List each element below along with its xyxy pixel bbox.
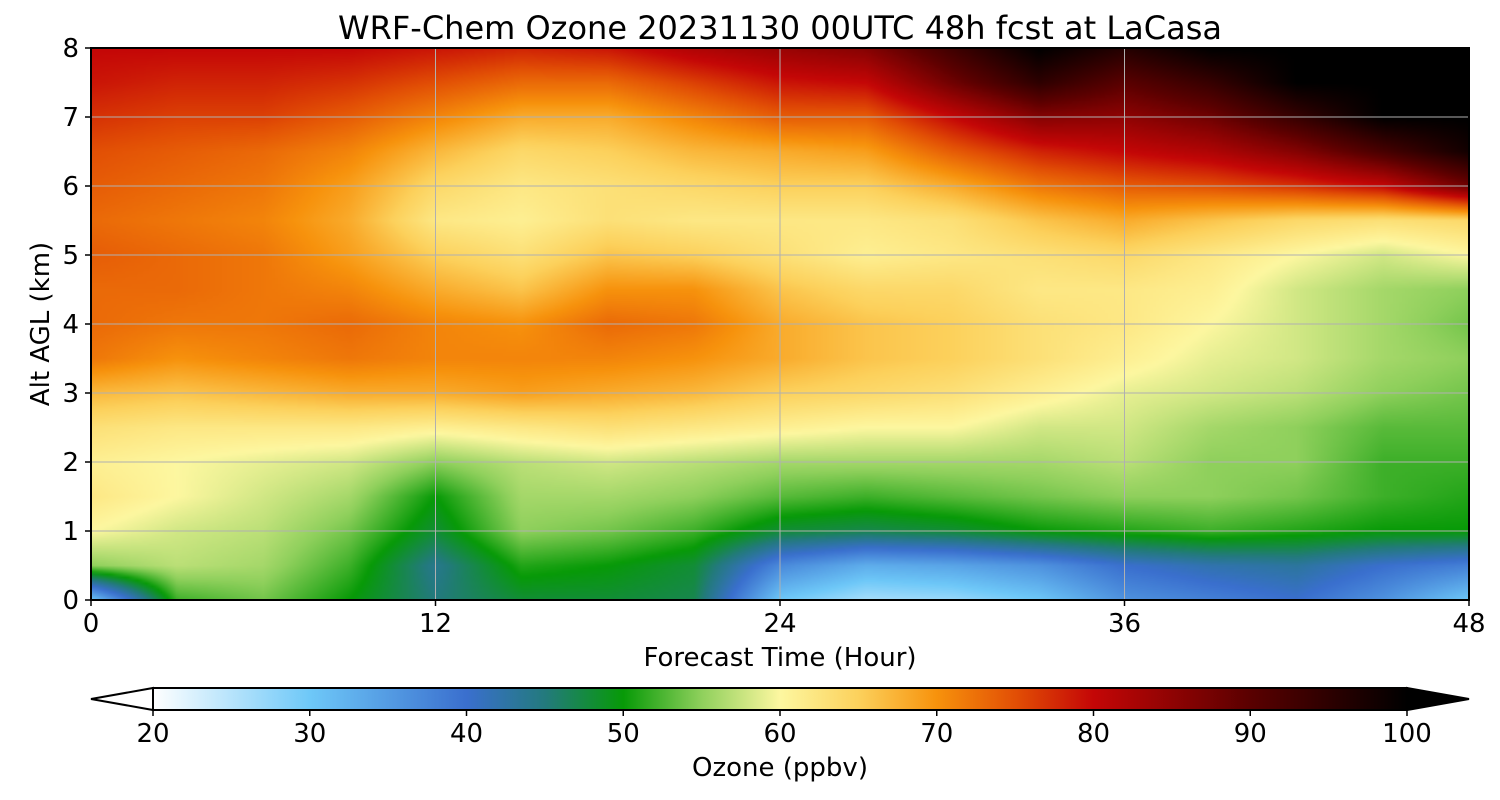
y-tick-label: 3 — [62, 379, 79, 409]
y-axis-ticks: 0 1 2 3 4 5 6 7 8 — [62, 34, 91, 616]
y-axis-label: Alt AGL (km) — [26, 242, 56, 406]
x-axis-label: Forecast Time (Hour) — [643, 643, 916, 673]
colorbar-tick-label: 50 — [607, 719, 640, 749]
x-tick-label: 0 — [83, 609, 100, 639]
colorbar-extend-max — [1406, 686, 1470, 712]
x-tick-label: 12 — [419, 609, 452, 639]
colorbar-tick-label: 60 — [763, 719, 796, 749]
x-axis-ticks: 0 12 24 36 48 — [83, 600, 1486, 639]
colorbar-gradient — [153, 688, 1407, 710]
colorbar-tick-label: 90 — [1234, 719, 1267, 749]
colorbar-tick-label: 100 — [1382, 719, 1432, 749]
x-tick-label: 36 — [1108, 609, 1141, 639]
colorbar-tick-label: 20 — [136, 719, 169, 749]
colorbar-tick-label: 70 — [920, 719, 953, 749]
y-tick-label: 1 — [62, 517, 79, 547]
x-tick-label: 24 — [763, 609, 796, 639]
colorbar-tick-label: 40 — [450, 719, 483, 749]
colorbar-tick-label: 80 — [1077, 719, 1110, 749]
y-tick-label: 6 — [62, 172, 79, 202]
y-tick-label: 7 — [62, 103, 79, 133]
heatmap-plot-area — [90, 47, 1470, 601]
colorbar: 20 30 40 50 60 70 80 90 100 Ozone (ppbv) — [90, 686, 1470, 783]
y-tick-label: 8 — [62, 34, 79, 64]
colorbar-extend-min — [90, 686, 154, 712]
y-tick-label: 2 — [62, 448, 79, 478]
colorbar-label: Ozone (ppbv) — [692, 753, 868, 783]
y-tick-label: 0 — [62, 586, 79, 616]
y-tick-label: 4 — [62, 310, 79, 340]
colorbar-ticks: 20 30 40 50 60 70 80 90 100 — [136, 710, 1432, 749]
colorbar-tick-label: 30 — [293, 719, 326, 749]
y-tick-label: 5 — [62, 241, 79, 271]
x-tick-label: 48 — [1452, 609, 1485, 639]
chart-title: WRF-Chem Ozone 20231130 00UTC 48h fcst a… — [338, 9, 1222, 47]
